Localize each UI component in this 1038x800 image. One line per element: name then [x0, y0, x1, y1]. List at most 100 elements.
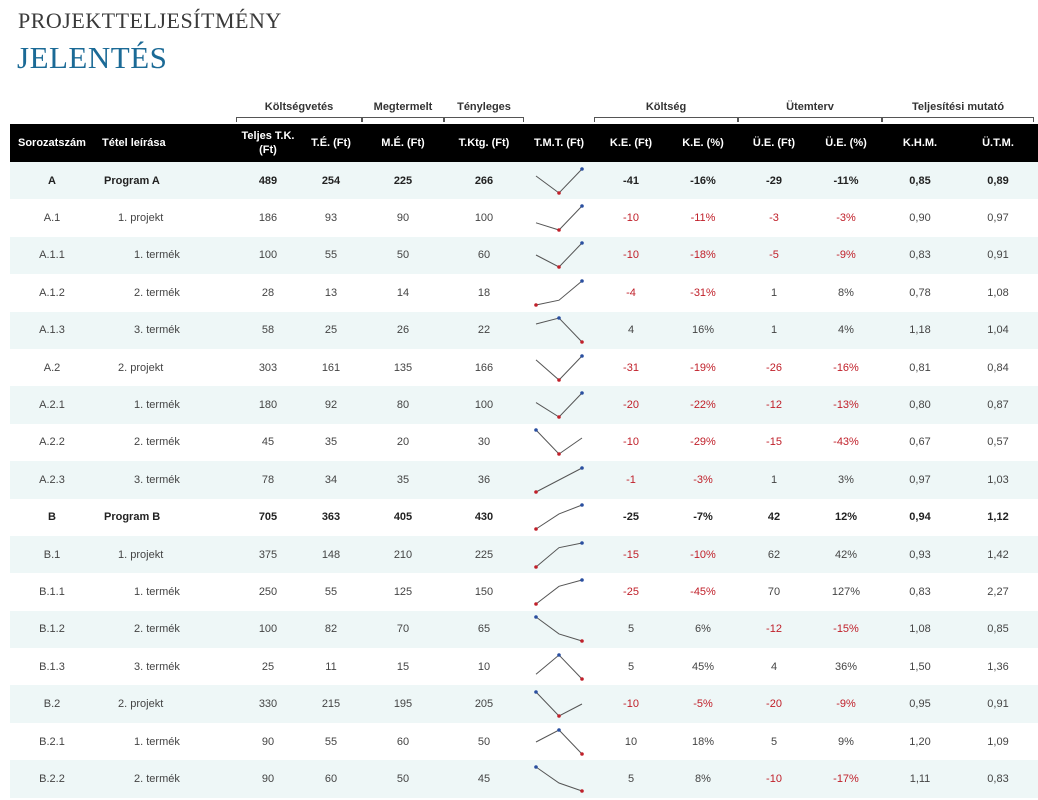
table-row[interactable]: B.2 2. projekt 330 215 195 205 -10 -5% -20 -9% 0,9… — [10, 685, 1038, 723]
cell-spi: 0,57 — [958, 423, 1038, 462]
cell-spi: 0,85 — [958, 610, 1038, 649]
col-header-schedule-variance-pct[interactable]: Ü.E. (%) — [810, 124, 882, 162]
cell-schedule-variance: 5 — [738, 722, 810, 761]
cell-cost-variance-pct: -45% — [668, 573, 738, 611]
sparkline-low-point — [580, 639, 584, 644]
sparkline-line — [535, 430, 583, 456]
sparkline-high-point — [534, 615, 538, 620]
group-label-performance: Teljesítési mutató — [911, 101, 1005, 113]
cell-earned-value: 60 — [362, 722, 444, 761]
table-row[interactable]: B.2.1 1. termék 90 55 60 50 10 18% 5 9% 1,20 1,09 — [10, 722, 1038, 761]
report-subtitle: PROJEKTTELJESÍTMÉNY — [18, 8, 282, 33]
table-row[interactable]: B.1 1. projekt 375 148 210 225 -15 -10% 62 42% 0,9… — [10, 535, 1038, 574]
cell-trend-sparkline — [524, 685, 594, 723]
cell-spi: 0,91 — [958, 236, 1038, 275]
col-header-earned-value[interactable]: M.É. (Ft) — [362, 124, 444, 162]
sparkline-line — [535, 766, 583, 792]
table-row[interactable]: A.2.1 1. termék 180 92 80 100 -20 -22% -12 -13% 0,… — [10, 386, 1038, 424]
col-header-trend[interactable]: T.M.T. (Ft) — [524, 124, 594, 162]
sparkline-line — [535, 317, 583, 343]
col-header-total-budget[interactable]: Teljes T.K. (Ft) — [236, 124, 300, 162]
cell-cpi: 1,11 — [882, 760, 958, 798]
cell-actual-cost: 150 — [444, 573, 524, 611]
sparkline-chart — [534, 428, 583, 457]
col-header-description[interactable]: Tétel leírása — [94, 124, 236, 162]
cell-actual-cost: 36 — [444, 461, 524, 499]
cell-serial: B.1.1 — [10, 573, 94, 611]
cell-serial: A.2 — [10, 348, 94, 387]
cell-total-budget: 330 — [236, 685, 300, 723]
cell-cost-variance-pct: -3% — [668, 461, 738, 499]
cell-schedule-variance: -12 — [738, 610, 810, 649]
sparkline-high-point — [580, 540, 584, 545]
table-row[interactable]: B.1.3 3. termék 25 11 15 10 5 45% 4 36% 1,50 1,36 — [10, 648, 1038, 686]
cell-description: 1. termék — [94, 386, 236, 424]
cell-actual-cost: 45 — [444, 760, 524, 798]
cell-cpi: 0,83 — [882, 573, 958, 611]
sparkline-line — [535, 467, 583, 493]
cell-earned-value: 50 — [362, 760, 444, 798]
project-performance-table: Sorozatszám Tétel leírása Teljes T.K. (F… — [10, 124, 1038, 798]
col-header-schedule-variance[interactable]: Ü.E. (Ft) — [738, 124, 810, 162]
table-row[interactable]: A.1 1. projekt 186 93 90 100 -10 -11% -3 -3% 0,90 0… — [10, 199, 1038, 237]
cell-cost-variance-pct: 45% — [668, 648, 738, 686]
cell-schedule-variance: 1 — [738, 461, 810, 499]
cell-cpi: 0,90 — [882, 199, 958, 237]
cell-schedule-variance-pct: -15% — [810, 610, 882, 649]
table-row[interactable]: A.1.2 2. termék 28 13 14 18 -4 -31% 1 8% 0,78 1,08 — [10, 274, 1038, 312]
sparkline-chart — [535, 241, 584, 270]
cell-total-budget: 100 — [236, 236, 300, 275]
table-row[interactable]: A.1.3 3. termék 58 25 26 22 4 16% 1 4% 1,18 1,04 — [10, 311, 1038, 349]
table-row[interactable]: A.1.1 1. termék 100 55 50 60 -10 -18% -5 -9% 0,83 0… — [10, 236, 1038, 275]
cell-cpi: 1,08 — [882, 610, 958, 649]
table-row[interactable]: A.2.3 3. termék 78 34 35 36 -1 -3% 1 3% 0,97 1,03 — [10, 461, 1038, 499]
col-header-actual-cost[interactable]: T.Ktg. (Ft) — [444, 124, 524, 162]
table-row[interactable]: A.2.2 2. termék 45 35 20 30 -10 -29% -15 -43% 0,67… — [10, 423, 1038, 462]
cell-cost-variance-pct: -29% — [668, 423, 738, 462]
cell-actual-cost: 266 — [444, 162, 524, 200]
cell-schedule-variance-pct: 12% — [810, 498, 882, 536]
cell-cost-variance: -10 — [594, 423, 668, 462]
table-row[interactable]: A.2 2. projekt 303 161 135 166 -31 -19% -26 -16% 0… — [10, 348, 1038, 387]
cell-cpi: 0,83 — [882, 236, 958, 275]
col-header-cpi[interactable]: K.H.M. — [882, 124, 958, 162]
cell-schedule-variance-pct: -13% — [810, 386, 882, 424]
table-row[interactable]: B.1.1 1. termék 250 55 125 150 -25 -45% 70 127% 0,… — [10, 573, 1038, 611]
cell-spi: 1,03 — [958, 461, 1038, 499]
sparkline-high-point — [557, 727, 561, 732]
cell-earned-value: 15 — [362, 648, 444, 686]
sparkline-chart — [535, 652, 584, 681]
col-header-cost-variance-pct[interactable]: K.E. (%) — [668, 124, 738, 162]
table-row[interactable]: B Program B 705 363 405 430 -25 -7% 42 12% 0,94 1,1… — [10, 498, 1038, 536]
col-header-serial[interactable]: Sorozatszám — [10, 124, 94, 162]
cell-spi: 0,84 — [958, 348, 1038, 387]
cell-planned-value: 82 — [300, 610, 362, 649]
col-header-planned-value[interactable]: T.É. (Ft) — [300, 124, 362, 162]
cell-earned-value: 50 — [362, 236, 444, 275]
report-title: JELENTÉS — [17, 40, 168, 75]
group-header-budget: Költségvetés — [236, 98, 362, 122]
cell-cost-variance: -10 — [594, 199, 668, 237]
sparkline-line — [535, 392, 583, 418]
cell-description: 1. termék — [94, 722, 236, 761]
cell-total-budget: 78 — [236, 461, 300, 499]
cell-trend-sparkline — [524, 461, 594, 499]
cell-cpi: 0,81 — [882, 348, 958, 387]
sparkline-high-point — [557, 316, 561, 321]
cell-earned-value: 210 — [362, 535, 444, 574]
sparkline-line — [535, 579, 583, 605]
cell-spi: 0,97 — [958, 199, 1038, 237]
cell-cpi: 0,94 — [882, 498, 958, 536]
table-row[interactable]: B.1.2 2. termék 100 82 70 65 5 6% -12 -15% 1,08 0,8… — [10, 610, 1038, 649]
cell-schedule-variance: 1 — [738, 311, 810, 349]
cell-schedule-variance-pct: 8% — [810, 274, 882, 312]
cell-serial: A — [10, 162, 94, 200]
cell-schedule-variance-pct: -16% — [810, 348, 882, 387]
cell-cost-variance-pct: 18% — [668, 722, 738, 761]
table-row[interactable]: A Program A 489 254 225 266 -41 -16% -29 -11% 0,85… — [10, 162, 1038, 200]
sparkline-high-point — [580, 204, 584, 208]
col-header-cost-variance[interactable]: K.E. (Ft) — [594, 124, 668, 162]
table-row[interactable]: B.2.2 2. termék 90 60 50 45 5 8% -10 -17% 1,11 0,83 — [10, 760, 1038, 798]
cell-planned-value: 13 — [300, 274, 362, 312]
col-header-spi[interactable]: Ü.T.M. — [958, 124, 1038, 162]
